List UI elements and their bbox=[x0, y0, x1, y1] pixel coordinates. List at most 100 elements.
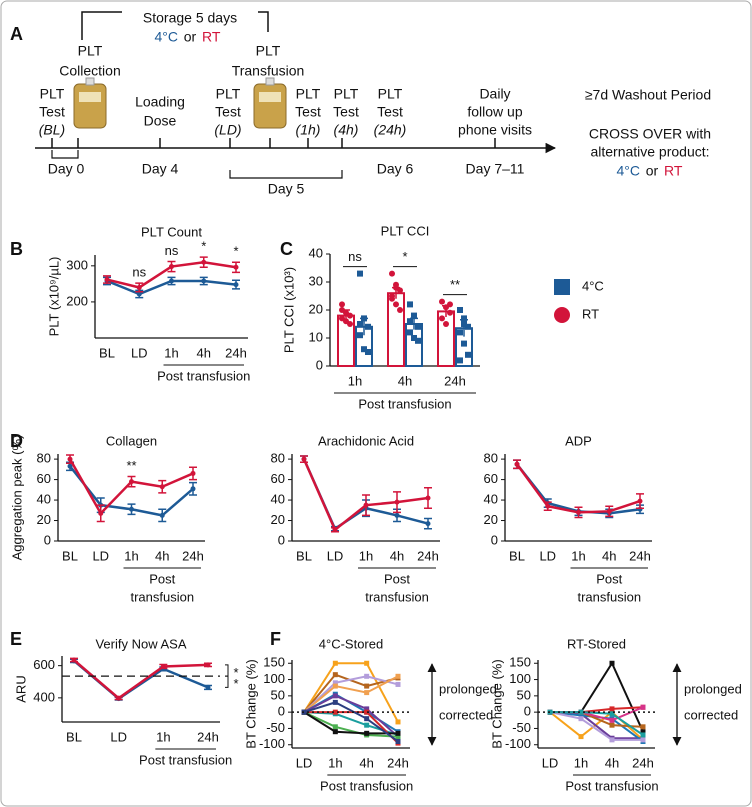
temp: 4°C bbox=[155, 29, 179, 45]
event: Test bbox=[39, 104, 65, 120]
y-tick-label: 20 bbox=[309, 301, 323, 316]
y-tick-label: 0 bbox=[316, 357, 323, 372]
point bbox=[136, 284, 142, 290]
y-axis-label: PLT (x10⁹/µL) bbox=[46, 257, 61, 337]
x-tick-label: 4h bbox=[602, 548, 616, 563]
y-tick-label: 60 bbox=[484, 471, 498, 486]
x-group-label: Post transfusion bbox=[565, 778, 658, 793]
point bbox=[425, 521, 431, 527]
annotation: ns bbox=[132, 265, 146, 280]
point bbox=[457, 329, 463, 336]
series-line bbox=[303, 701, 399, 743]
point bbox=[347, 312, 353, 319]
legend-label: RT bbox=[582, 306, 599, 321]
y-tick-label: -50 bbox=[512, 720, 531, 735]
point bbox=[136, 291, 142, 297]
arrow-label: corrected bbox=[439, 707, 493, 722]
event: Dose bbox=[144, 113, 177, 129]
point bbox=[609, 711, 615, 717]
event: PLT bbox=[256, 43, 281, 59]
temp: or bbox=[184, 29, 197, 45]
event: (24h) bbox=[374, 122, 407, 138]
event: Collection bbox=[59, 63, 120, 79]
x-group-label: transfusion bbox=[365, 589, 429, 604]
point bbox=[576, 509, 581, 515]
y-tick-label: 10 bbox=[309, 329, 323, 344]
point bbox=[361, 346, 367, 353]
x-tick-label: 4h bbox=[359, 755, 373, 770]
y-axis-label: Aggregation peak (%) bbox=[9, 435, 24, 561]
temp: RT bbox=[664, 163, 683, 179]
y-tick-label: 200 bbox=[66, 293, 88, 308]
x-tick-label: 1h bbox=[164, 345, 178, 360]
day: Day 4 bbox=[142, 161, 179, 177]
y-tick-label: 20 bbox=[271, 512, 285, 527]
point bbox=[364, 709, 370, 715]
x-tick-label: BL bbox=[99, 345, 115, 360]
series-line bbox=[73, 659, 209, 700]
legend-label: 4°C bbox=[582, 278, 604, 293]
arrow-label: prolonged bbox=[439, 681, 497, 696]
annotation: ** bbox=[126, 458, 136, 473]
point bbox=[332, 527, 338, 533]
point bbox=[159, 512, 165, 518]
point bbox=[332, 693, 338, 699]
point bbox=[578, 712, 584, 718]
event: Test bbox=[295, 104, 321, 120]
crossover: alternative product: bbox=[590, 144, 709, 160]
point bbox=[364, 722, 370, 728]
point bbox=[332, 724, 338, 730]
chart-title: ADP bbox=[565, 433, 592, 448]
annotation: ns bbox=[165, 243, 179, 258]
x-tick-label: LD bbox=[296, 755, 313, 770]
y-tick-label: 150 bbox=[509, 655, 531, 670]
event: Test bbox=[377, 104, 403, 120]
y-tick-label: 50 bbox=[271, 687, 285, 702]
x-tick-label: 24h bbox=[632, 755, 654, 770]
series-line bbox=[303, 675, 399, 713]
y-tick-label: 0 bbox=[278, 532, 285, 547]
x-tick-label: 24h bbox=[225, 345, 247, 360]
panel-label: A bbox=[10, 24, 23, 44]
annotation-bracket bbox=[225, 675, 229, 688]
event: Test bbox=[215, 104, 241, 120]
point bbox=[393, 301, 399, 308]
x-tick-label: LD bbox=[92, 548, 109, 563]
point bbox=[443, 321, 449, 327]
point bbox=[205, 662, 211, 668]
point bbox=[190, 470, 196, 476]
point bbox=[461, 321, 467, 327]
point bbox=[169, 264, 174, 270]
point bbox=[415, 323, 421, 330]
point bbox=[233, 264, 239, 270]
x-tick-label: 4h bbox=[605, 755, 619, 770]
series-line bbox=[303, 662, 399, 723]
point bbox=[609, 737, 615, 743]
washout: ≥7d Washout Period bbox=[585, 87, 711, 103]
point bbox=[609, 706, 615, 712]
point bbox=[609, 722, 615, 728]
series-line bbox=[550, 711, 644, 736]
point bbox=[98, 510, 104, 516]
annotation: * bbox=[233, 665, 238, 680]
point bbox=[364, 690, 370, 696]
x-tick-label: BL bbox=[62, 548, 78, 563]
y-tick-label: 100 bbox=[509, 671, 531, 686]
series-line bbox=[303, 711, 398, 735]
y-tick-label: 150 bbox=[263, 655, 285, 670]
chart-title: PLT Count bbox=[141, 224, 202, 239]
annotation-bracket bbox=[225, 664, 229, 677]
y-tick-label: 400 bbox=[33, 689, 55, 704]
y-tick-label: 0 bbox=[491, 532, 498, 547]
y-tick-label: 600 bbox=[33, 657, 55, 672]
point bbox=[364, 660, 370, 666]
x-tick-label: 24h bbox=[387, 755, 409, 770]
crossover: CROSS OVER with bbox=[589, 126, 711, 142]
point bbox=[640, 724, 646, 730]
point bbox=[457, 357, 463, 364]
series-line bbox=[550, 661, 644, 733]
point bbox=[411, 335, 417, 341]
point bbox=[395, 734, 401, 740]
